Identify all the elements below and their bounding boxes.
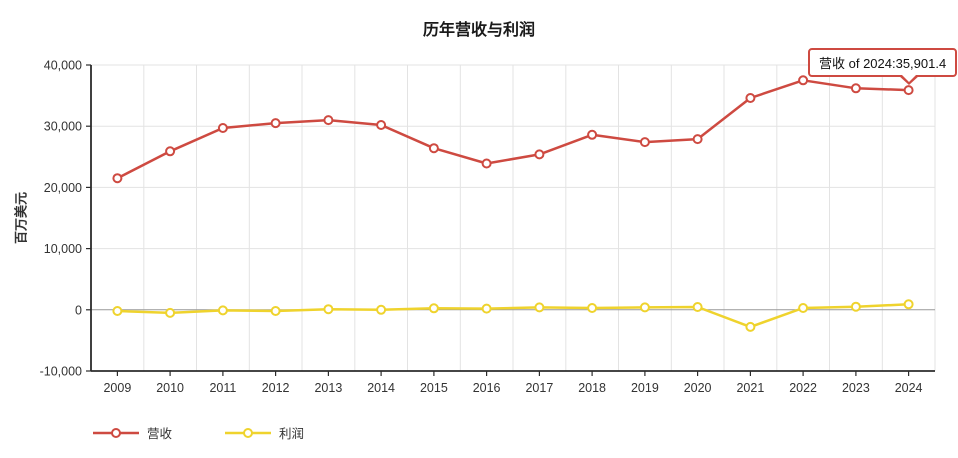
- x-tick-label: 2015: [420, 381, 448, 395]
- x-tick-label: 2022: [789, 381, 817, 395]
- y-tick-label: 0: [75, 303, 82, 317]
- data-point[interactable]: [270, 306, 281, 316]
- series-line: [116, 79, 909, 180]
- data-point[interactable]: [745, 321, 756, 332]
- x-tick-label: 2013: [314, 381, 342, 395]
- data-point[interactable]: [165, 307, 176, 318]
- data-point[interactable]: [323, 115, 334, 126]
- data-point[interactable]: [903, 299, 914, 310]
- y-tick-label: -10,000: [40, 365, 82, 379]
- data-point[interactable]: [587, 129, 598, 140]
- data-point[interactable]: [217, 123, 228, 133]
- x-tick-label: 2019: [631, 381, 659, 395]
- data-point[interactable]: [587, 303, 598, 313]
- data-point[interactable]: [112, 306, 123, 316]
- data-point[interactable]: [534, 302, 545, 313]
- data-point[interactable]: [376, 304, 387, 315]
- y-tick-label: 20,000: [44, 181, 82, 195]
- data-point[interactable]: [534, 149, 545, 160]
- legend-marker-icon: [225, 427, 272, 438]
- x-tick-label: 2010: [156, 381, 184, 395]
- data-point[interactable]: [165, 146, 176, 157]
- data-point[interactable]: [745, 93, 756, 103]
- x-tick-label: 2018: [578, 381, 606, 395]
- data-point[interactable]: [639, 137, 650, 148]
- data-point[interactable]: [798, 303, 809, 313]
- data-point[interactable]: [639, 302, 650, 313]
- y-tick-label: 30,000: [44, 120, 82, 134]
- legend-marker-icon: [93, 427, 139, 438]
- x-tick-label: 2021: [736, 381, 764, 395]
- x-tick-label: 2020: [684, 381, 712, 395]
- data-point[interactable]: [270, 118, 281, 129]
- x-tick-label: 2009: [103, 381, 131, 395]
- data-point[interactable]: [376, 120, 387, 130]
- data-point[interactable]: [481, 158, 492, 169]
- data-point[interactable]: [903, 85, 914, 96]
- data-point[interactable]: [850, 83, 861, 94]
- y-tick-label: 40,000: [44, 59, 82, 73]
- x-tick-label: 2016: [473, 381, 501, 395]
- legend-item[interactable]: 利润: [224, 423, 304, 442]
- x-tick-label: 2024: [895, 381, 923, 395]
- data-point[interactable]: [428, 143, 439, 154]
- x-tick-label: 2011: [209, 381, 236, 395]
- chart-title: 历年营收与利润: [422, 22, 535, 39]
- data-point[interactable]: [217, 305, 228, 316]
- data-point[interactable]: [850, 301, 861, 312]
- legend-label: 营收: [147, 427, 173, 441]
- x-tick-label: 2012: [262, 381, 290, 395]
- y-tick-label: 10,000: [44, 242, 82, 256]
- data-point[interactable]: [692, 134, 703, 145]
- data-point[interactable]: [481, 303, 492, 314]
- data-point[interactable]: [798, 75, 809, 86]
- legend-item[interactable]: 营收: [92, 423, 172, 442]
- plot-svg: 40,000 30,000 20,000 10,000 0 -10,000 2009 2010…: [40, 59, 936, 395]
- tooltip: 营收 of 2024:35,901.4: [808, 48, 958, 85]
- data-point[interactable]: [428, 303, 439, 314]
- x-tick-label: 2023: [842, 381, 870, 395]
- data-point[interactable]: [112, 173, 123, 184]
- legend-label: 利润: [279, 427, 305, 441]
- x-tick-label: 2017: [525, 381, 553, 395]
- x-tick-label: 2014: [367, 381, 395, 395]
- legend: 营收 利润: [92, 423, 304, 442]
- data-point[interactable]: [323, 304, 334, 315]
- data-point[interactable]: [692, 302, 703, 312]
- series-line: [117, 303, 909, 329]
